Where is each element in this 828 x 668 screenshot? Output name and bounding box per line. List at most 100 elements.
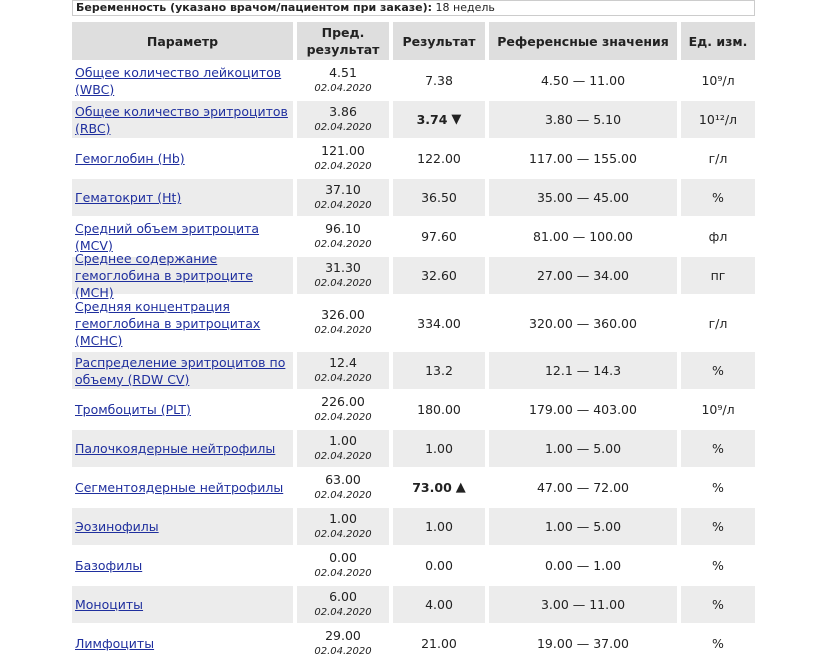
prev-cell: 226.00 02.04.2020 [297,391,389,428]
prev-date: 02.04.2020 [314,372,372,384]
unit-cell: % [681,430,755,467]
prev-value: 6.00 [329,588,357,604]
prev-value: 1.00 [329,432,357,448]
result-cell: 97.60 [393,218,485,255]
param-link[interactable]: Средняя концентрация гемоглобина в эритр… [75,298,261,348]
result-cell: 73.00 ▲ [393,469,485,506]
ref-value: 81.00 — 100.00 [533,229,633,244]
prev-value: 63.00 [325,471,361,487]
prev-date: 02.04.2020 [314,277,372,289]
prev-date: 02.04.2020 [314,450,372,462]
prev-value: 326.00 [321,307,365,322]
result-cell: 7.38 [393,62,485,99]
prev-value: 29.00 [325,627,361,643]
ref-cell: 0.00 — 1.00 [489,547,677,584]
unit-cell: 10¹²/л [681,101,755,138]
param-link[interactable]: Среднее содержание гемоглобина в эритроц… [75,251,253,300]
unit-value: фл [708,229,728,244]
prev-cell: 12.4 02.04.2020 [297,352,389,389]
unit-cell: % [681,586,755,623]
prev-value: 1.00 [329,510,357,526]
result-value: 7.38 [425,73,453,88]
prev-cell: 1.00 02.04.2020 [297,508,389,545]
prev-cell: 37.10 02.04.2020 [297,179,389,216]
prev-date: 02.04.2020 [314,121,372,133]
param-link[interactable]: Тромбоциты (PLT) [75,402,191,417]
col-prev: Пред. результат [297,22,389,60]
ref-cell: 12.1 — 14.3 [489,352,677,389]
prev-value: 0.00 [329,549,357,565]
param-link[interactable]: Сегментоядерные нейтрофилы [75,480,284,495]
pregnancy-value: 18 недель [435,1,495,14]
param-link[interactable]: Гематокрит (Ht) [75,190,182,205]
prev-date: 02.04.2020 [314,567,372,579]
ref-value: 27.00 — 34.00 [536,268,630,283]
result-value: 13.2 [425,363,453,378]
param-cell: Общее количество лейкоцитов (WBC) [72,62,293,99]
unit-cell: % [681,469,755,506]
ref-cell: 179.00 — 403.00 [489,391,677,428]
ref-cell: 1.00 — 5.00 [489,430,677,467]
ref-value: 12.1 — 14.3 [544,363,622,378]
ref-value: 179.00 — 403.00 [529,402,637,417]
prev-cell: 63.00 02.04.2020 [297,469,389,506]
param-link[interactable]: Лимфоциты [75,636,155,651]
prev-value: 4.51 [329,64,357,80]
param-cell: Эозинофилы [72,508,293,545]
ref-cell: 117.00 — 155.00 [489,140,677,177]
prev-cell: 121.00 02.04.2020 [297,140,389,177]
unit-value: г/л [708,315,728,331]
param-link[interactable]: Распределение эритроцитов по объему (RDW… [75,354,286,387]
prev-value: 31.30 [325,259,361,275]
unit-value: % [712,480,724,495]
prev-date: 02.04.2020 [314,528,372,540]
col-ref: Референсные значения [489,22,677,60]
prev-date: 02.04.2020 [314,645,372,657]
ref-cell: 81.00 — 100.00 [489,218,677,255]
param-cell: Гематокрит (Ht) [72,179,293,216]
unit-value: % [712,597,724,612]
ref-value: 35.00 — 45.00 [536,190,630,205]
param-link[interactable]: Палочкоядерные нейтрофилы [75,441,276,456]
prev-cell: 4.51 02.04.2020 [297,62,389,99]
result-value: 36.50 [421,190,457,205]
result-value: 73.00 [412,480,452,495]
prev-value: 3.86 [329,103,357,119]
ref-value: 19.00 — 37.00 [536,636,630,651]
ref-value: 0.00 — 1.00 [544,558,622,573]
param-cell: Сегментоядерные нейтрофилы [72,469,293,506]
prev-value: 37.10 [325,181,361,197]
param-link[interactable]: Общее количество лейкоцитов (WBC) [75,64,282,97]
result-cell: 3.74 ▼ [393,101,485,138]
result-cell: 21.00 [393,625,485,662]
ref-cell: 19.00 — 37.00 [489,625,677,662]
result-value: 334.00 [417,315,461,331]
param-cell: Среднее содержание гемоглобина в эритроц… [72,251,293,300]
param-link[interactable]: Эозинофилы [75,519,159,534]
result-flag: ▲ [455,480,466,495]
prev-date: 02.04.2020 [314,606,372,618]
result-value: 3.74 [416,112,448,127]
unit-cell: г/л [681,140,755,177]
unit-cell: % [681,179,755,216]
prev-date: 02.04.2020 [314,489,372,501]
result-value: 1.00 [425,519,453,534]
ref-value: 4.50 — 11.00 [540,73,626,88]
param-link[interactable]: Средний объем эритроцита (MCV) [75,220,260,253]
prev-date: 02.04.2020 [314,82,372,94]
result-cell: 0.00 [393,547,485,584]
col-param: Параметр [72,22,293,60]
result-cell: 4.00 [393,586,485,623]
result-flag: ▼ [451,112,462,127]
unit-cell: % [681,508,755,545]
prev-date: 02.04.2020 [314,199,372,211]
param-link[interactable]: Моноциты [75,597,144,612]
prev-value: 96.10 [325,220,361,236]
ref-value: 320.00 — 360.00 [529,315,637,331]
param-link[interactable]: Базофилы [75,558,143,573]
param-link[interactable]: Общее количество эритроцитов (RBC) [75,103,288,136]
ref-value: 47.00 — 72.00 [536,480,630,495]
param-link[interactable]: Гемоглобин (Hb) [75,151,185,166]
result-cell: 180.00 [393,391,485,428]
